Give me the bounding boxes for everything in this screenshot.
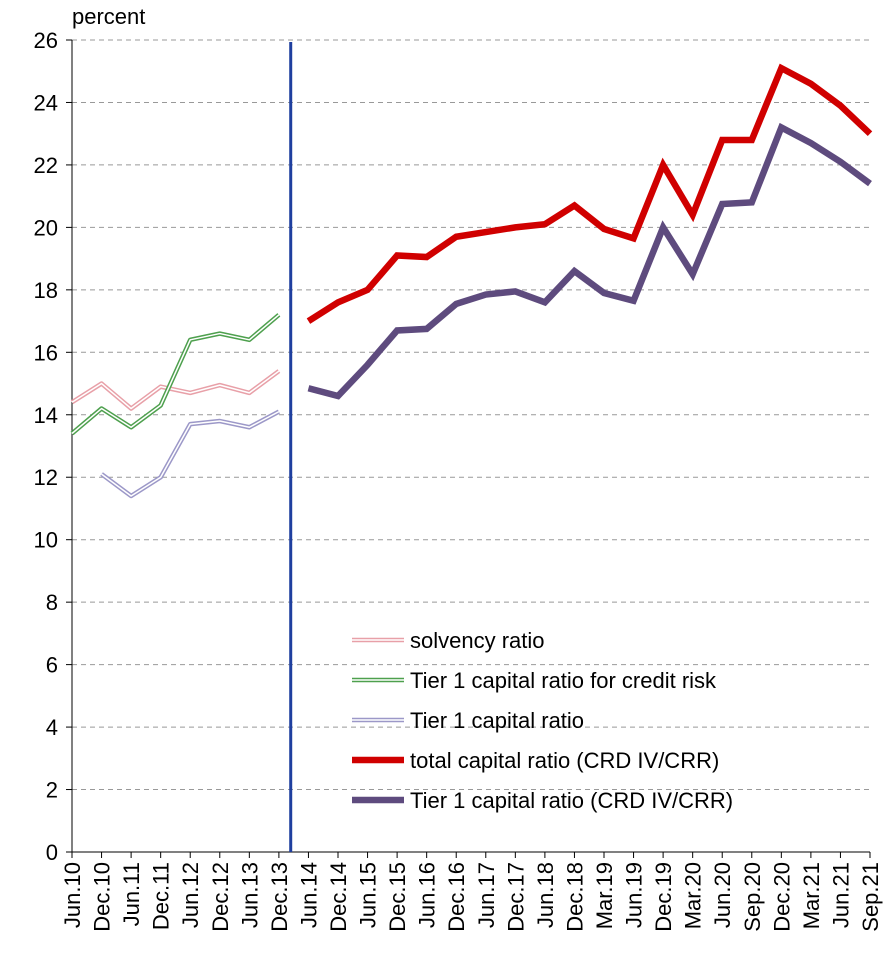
y-tick-label: 18 <box>34 278 58 303</box>
legend-label: total capital ratio (CRD IV/CRR) <box>410 748 719 773</box>
x-tick-label: Dec.12 <box>208 862 233 932</box>
x-tick-label: Dec.17 <box>503 862 528 932</box>
x-tick-label: Jun.20 <box>710 862 735 928</box>
x-tick-label: Jun.18 <box>533 862 558 928</box>
series-line <box>70 369 281 411</box>
y-tick-label: 8 <box>46 590 58 615</box>
legend-label: Tier 1 capital ratio for credit risk <box>410 668 717 693</box>
legend-label: Tier 1 capital ratio (CRD IV/CRR) <box>410 788 733 813</box>
series-line <box>100 409 280 499</box>
legend-label: solvency ratio <box>410 628 545 653</box>
x-tick-label: Jun.21 <box>828 862 853 928</box>
y-tick-label: 22 <box>34 153 58 178</box>
x-tick-label: Sep.21 <box>858 862 883 932</box>
y-tick-label: 12 <box>34 465 58 490</box>
series-line <box>71 370 280 410</box>
series-line <box>307 122 872 400</box>
x-tick-label: Jun.11 <box>119 862 144 926</box>
x-tick-label: Jun.15 <box>356 862 381 928</box>
y-tick-label: 6 <box>46 653 58 678</box>
y-tick-label: 26 <box>34 28 58 53</box>
x-tick-label: Dec.15 <box>385 862 410 932</box>
y-tick-label: 4 <box>46 715 58 740</box>
y-tick-label: 20 <box>34 215 58 240</box>
x-tick-label: Jun.19 <box>622 862 647 928</box>
y-tick-label: 14 <box>34 403 58 428</box>
x-tick-label: Jun.10 <box>60 862 85 928</box>
x-tick-label: Jun.16 <box>415 862 440 928</box>
x-tick-label: Dec.13 <box>267 862 292 932</box>
series-line <box>306 63 873 324</box>
x-tick-label: Dec.10 <box>90 862 115 932</box>
x-tick-label: Dec.16 <box>444 862 469 932</box>
series-line <box>101 410 280 497</box>
x-tick-label: Jun.12 <box>178 862 203 928</box>
series-line <box>70 313 281 436</box>
legend-label: Tier 1 capital ratio <box>410 708 584 733</box>
x-tick-label: Dec.18 <box>562 862 587 932</box>
x-tick-label: Mar.21 <box>799 862 824 929</box>
x-tick-label: Dec.14 <box>326 862 351 932</box>
x-tick-label: Jun.14 <box>296 862 321 928</box>
series-line <box>307 122 872 400</box>
y-tick-label: 16 <box>34 340 58 365</box>
y-tick-label: 24 <box>34 90 58 115</box>
y-tick-label: 10 <box>34 528 58 553</box>
series-line <box>306 63 873 324</box>
x-tick-label: Mar.20 <box>681 862 706 929</box>
x-tick-label: Jun.17 <box>474 862 499 928</box>
y-axis-label: percent <box>72 4 145 29</box>
x-tick-label: Dec.11 <box>149 862 174 930</box>
series-line <box>71 314 280 435</box>
x-tick-label: Dec.19 <box>651 862 676 932</box>
y-tick-label: 2 <box>46 778 58 803</box>
x-tick-label: Dec.20 <box>769 862 794 932</box>
x-tick-label: Mar.19 <box>592 862 617 929</box>
x-tick-label: Sep.20 <box>740 862 765 932</box>
y-tick-label: 0 <box>46 840 58 865</box>
x-tick-label: Jun.13 <box>237 862 262 928</box>
